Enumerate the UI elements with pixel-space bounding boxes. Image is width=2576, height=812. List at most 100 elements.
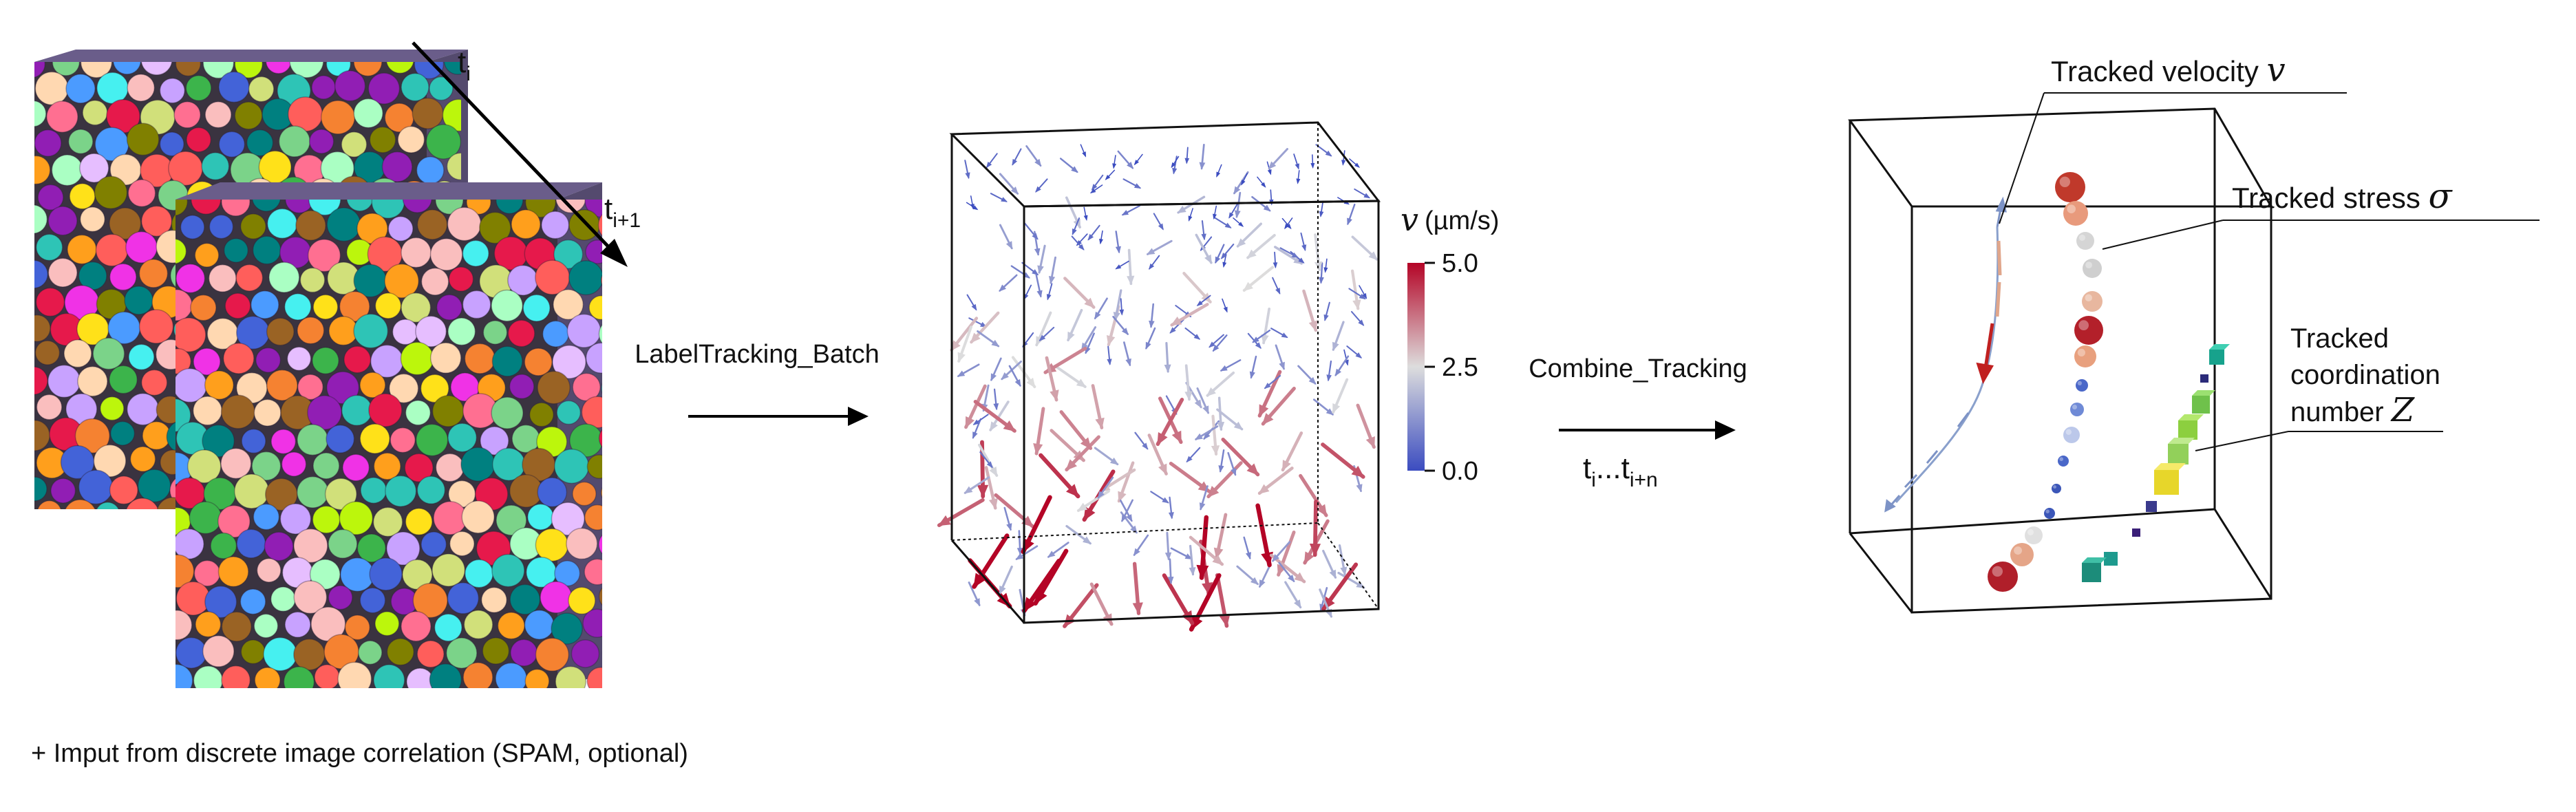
velocity-arrow-head bbox=[1107, 359, 1112, 365]
velocity-arrow-head bbox=[999, 585, 1006, 595]
velocity-arrow-head bbox=[1261, 182, 1266, 188]
grain bbox=[511, 209, 541, 239]
velocity-arrow-head bbox=[1303, 551, 1314, 564]
colorbar-gradient bbox=[1407, 263, 1425, 471]
stress-sphere-highlight bbox=[2053, 485, 2056, 489]
grain bbox=[286, 346, 312, 371]
grain bbox=[372, 506, 403, 537]
grain bbox=[429, 342, 462, 374]
grain bbox=[359, 423, 390, 454]
grain bbox=[69, 183, 96, 210]
velocity-arrow-head bbox=[1259, 404, 1269, 417]
velocity-arrow-head bbox=[1215, 256, 1221, 264]
grain bbox=[312, 505, 341, 534]
velocity-arrow-head bbox=[972, 431, 978, 439]
velocity-arrow-head bbox=[1094, 311, 1101, 320]
grain bbox=[568, 209, 601, 241]
grain bbox=[95, 233, 129, 267]
time-label-ti: ti bbox=[458, 45, 471, 85]
grain bbox=[173, 101, 201, 129]
velocity-arrow-head bbox=[1105, 175, 1111, 180]
velocity-arrow-head bbox=[971, 303, 977, 311]
velocity-arrow-head bbox=[1201, 233, 1206, 241]
grain bbox=[326, 371, 360, 405]
grain bbox=[204, 370, 234, 400]
velocity-arrow-head bbox=[1316, 504, 1328, 517]
velocity-arrow-head bbox=[1245, 552, 1251, 560]
grain bbox=[251, 451, 281, 481]
velocity-arrow-head bbox=[1014, 378, 1021, 387]
grain bbox=[447, 206, 482, 242]
grain bbox=[462, 239, 489, 267]
grain bbox=[369, 557, 403, 591]
velocity-arrow-head bbox=[1133, 183, 1142, 189]
grain bbox=[387, 215, 414, 242]
velocity-arrow-head bbox=[1158, 463, 1167, 476]
grain bbox=[487, 76, 517, 106]
grain bbox=[421, 267, 449, 296]
grain bbox=[46, 100, 78, 133]
grain bbox=[240, 639, 266, 665]
grain bbox=[295, 210, 326, 242]
grain bbox=[180, 215, 205, 239]
grain bbox=[224, 292, 251, 319]
grain bbox=[34, 366, 48, 395]
velocity-arrow-head bbox=[1261, 334, 1269, 345]
velocity-arrow-head bbox=[1084, 297, 1095, 308]
grain bbox=[337, 661, 372, 688]
grain bbox=[496, 504, 527, 536]
colorbar-unit: (µm/s) bbox=[1425, 206, 1499, 235]
grain bbox=[495, 662, 528, 688]
velocity-arrow-head bbox=[1115, 264, 1122, 270]
grain bbox=[34, 259, 49, 289]
grain bbox=[283, 666, 315, 688]
grain bbox=[584, 504, 602, 531]
grain bbox=[443, 62, 461, 75]
grain bbox=[94, 175, 128, 209]
grain bbox=[601, 383, 602, 394]
velocity-arrow-head bbox=[1241, 180, 1246, 186]
grain bbox=[65, 74, 96, 104]
grain bbox=[374, 292, 402, 319]
grain bbox=[496, 200, 524, 215]
grain bbox=[529, 402, 554, 427]
velocity-arrow-head bbox=[1022, 537, 1034, 553]
stress-sphere-highlight bbox=[2078, 320, 2089, 330]
grain bbox=[266, 690, 301, 724]
grain bbox=[204, 100, 232, 129]
grain bbox=[535, 528, 569, 562]
grain bbox=[598, 429, 602, 448]
grain bbox=[297, 374, 323, 400]
time-label-ti1: ti+1 bbox=[604, 192, 641, 232]
velocity-arrow-head bbox=[1089, 188, 1096, 194]
grain bbox=[140, 205, 173, 237]
grain bbox=[254, 667, 281, 688]
grain bbox=[312, 452, 340, 480]
grain bbox=[449, 531, 475, 557]
grain bbox=[346, 200, 374, 212]
grain bbox=[109, 263, 137, 291]
velocity-arrow-head bbox=[1282, 460, 1291, 471]
velocity-arrow-head bbox=[1078, 244, 1085, 250]
velocity-arrow-head bbox=[1252, 336, 1259, 343]
grain bbox=[598, 324, 602, 344]
velocity-arrow-head bbox=[1310, 162, 1315, 169]
velocity-arrow-head bbox=[1184, 158, 1190, 164]
velocity-arrow-head bbox=[1325, 150, 1332, 157]
grain bbox=[289, 62, 324, 78]
grain bbox=[220, 447, 252, 480]
grain bbox=[401, 72, 429, 102]
grain bbox=[632, 585, 659, 612]
grain bbox=[67, 234, 97, 265]
grain bbox=[597, 691, 628, 721]
grain bbox=[142, 420, 171, 451]
velocity-arrow-head bbox=[1341, 160, 1346, 166]
grain bbox=[79, 206, 105, 233]
grain bbox=[309, 559, 341, 590]
velocity-arrow-head bbox=[1332, 341, 1339, 352]
grain bbox=[524, 348, 553, 376]
grain bbox=[566, 313, 602, 348]
velocity-arrow-head bbox=[1213, 213, 1217, 220]
velocity-arrow-head bbox=[1281, 332, 1288, 339]
velocity-arrow-head bbox=[1001, 372, 1009, 381]
